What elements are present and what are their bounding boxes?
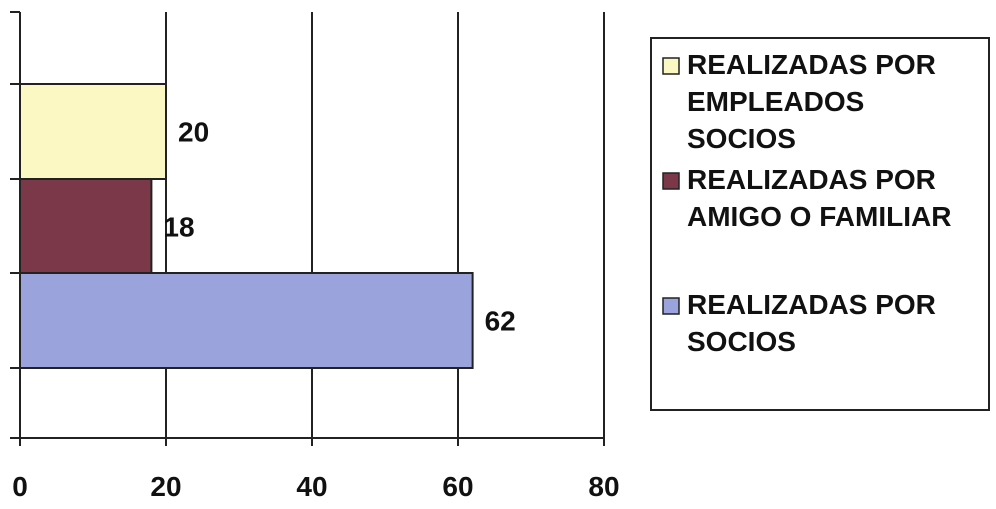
data-label-2: 18	[163, 212, 194, 243]
bar-3	[19, 272, 474, 369]
legend: REALIZADAS POR EMPLEADOS SOCIOS REALIZADAS …	[650, 37, 990, 411]
legend-swatch-2	[662, 172, 680, 190]
data-labels: 20 18 62	[163, 117, 515, 337]
bar-2	[19, 178, 153, 275]
x-tick-label-80: 80	[588, 471, 619, 502]
gridlines	[165, 12, 605, 438]
axes	[10, 11, 605, 446]
bars	[19, 83, 474, 369]
legend-label-1-line-1: REALIZADAS POR	[687, 49, 936, 80]
legend-label-3-line-1: REALIZADAS POR	[687, 289, 936, 320]
x-tick-label-40: 40	[296, 471, 327, 502]
bar-1	[19, 83, 167, 180]
data-label-3: 62	[485, 306, 516, 337]
x-tick-label-0: 0	[12, 471, 28, 502]
legend-label-1-line-3: SOCIOS	[687, 123, 796, 154]
legend-box	[650, 37, 990, 411]
legend-swatch-1	[662, 57, 680, 75]
legend-label-2-line-2: AMIGO O FAMILIAR	[687, 201, 951, 232]
data-label-1: 20	[178, 117, 209, 148]
legend-swatch-3	[662, 297, 680, 315]
legend-label-2-line-1: REALIZADAS POR	[687, 164, 936, 195]
x-tick-label-20: 20	[150, 471, 181, 502]
x-tick-label-60: 60	[442, 471, 473, 502]
legend-label-3-line-2: SOCIOS	[687, 326, 796, 357]
x-tick-labels: 0 20 40 60 80	[12, 471, 619, 502]
legend-label-1-line-2: EMPLEADOS	[687, 86, 864, 117]
